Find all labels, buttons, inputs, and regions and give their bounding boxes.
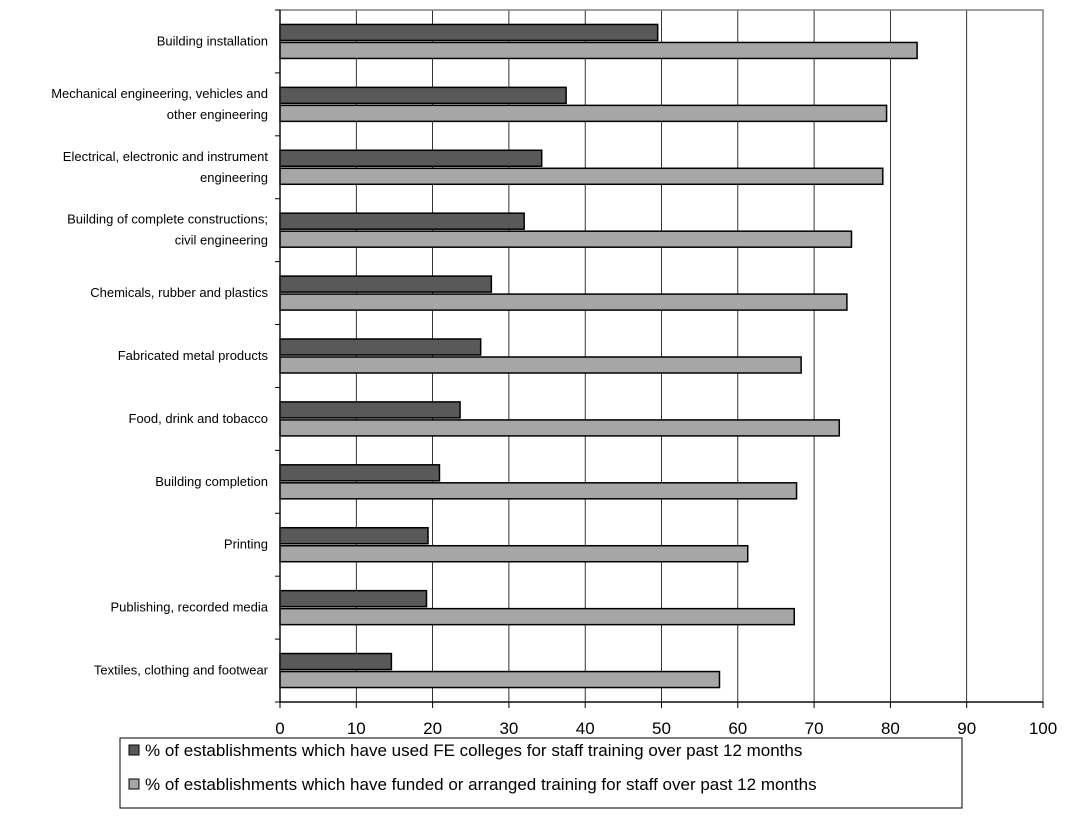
category-label: Fabricated metal products (118, 348, 269, 363)
bar-series-2 (279, 607, 796, 626)
x-tick-label: 90 (957, 719, 976, 738)
category-label: Chemicals, rubber and plastics (90, 285, 268, 300)
bar-series-2 (279, 104, 888, 123)
bars (279, 23, 918, 689)
x-tick-label: 20 (423, 719, 442, 738)
bar-series-1 (279, 149, 543, 168)
category-label: Food, drink and tobacco (129, 411, 268, 426)
bar-series-2 (279, 419, 841, 437)
axes (275, 9, 1044, 708)
bar-series-2 (279, 356, 802, 374)
legend-label-series-1: % of establishments which have used FE c… (145, 741, 802, 760)
bar-series-2 (279, 167, 884, 186)
bar-series-1 (279, 526, 429, 545)
legend-box (119, 737, 963, 809)
category-label: Mechanical engineering, vehicles and othe… (51, 86, 268, 122)
bar-series-2 (279, 544, 749, 563)
category-labels: Building installation Mechanical engineer… (51, 33, 269, 677)
category-label: Building completion (155, 474, 268, 489)
x-tick-label: 100 (1029, 719, 1057, 738)
bar-series-1 (279, 275, 493, 293)
bar-series-2 (279, 230, 853, 248)
category-label: Printing (224, 537, 268, 552)
legend-swatch-series-2 (128, 778, 140, 790)
bar-series-1 (279, 401, 461, 419)
x-tick-label: 30 (499, 719, 518, 738)
x-tick-label: 80 (881, 719, 900, 738)
legend: % of establishments which have used FE c… (119, 737, 963, 809)
bar-series-1 (279, 652, 393, 671)
x-tick-label: 50 (652, 719, 671, 738)
legend-swatch-series-1 (128, 744, 140, 756)
bar-series-1 (279, 86, 567, 105)
legend-label-series-2: % of establishments which have funded or… (145, 775, 817, 794)
x-tick-label: 10 (347, 719, 366, 738)
x-tick-labels: 0 10 20 30 40 50 60 70 80 90 100 (275, 719, 1057, 738)
bar-series-1 (279, 23, 659, 42)
category-label: Textiles, clothing and footwear (94, 663, 269, 678)
x-tick-label: 0 (275, 719, 284, 738)
bar-series-2 (279, 670, 721, 689)
bar-series-2 (279, 293, 848, 311)
bar-series-2 (279, 41, 918, 60)
category-label: Building installation (157, 33, 268, 48)
x-tick-label: 60 (728, 719, 747, 738)
bar-series-1 (279, 338, 482, 356)
x-tick-label: 70 (805, 719, 824, 738)
x-tick-label: 40 (576, 719, 595, 738)
bar-series-1 (279, 212, 525, 230)
bar-series-2 (279, 482, 798, 500)
category-label: Electrical, electronic and instrument eng… (63, 149, 269, 185)
category-label: Building of complete constructions; civil… (67, 212, 268, 248)
category-label: Publishing, recorded media (110, 600, 268, 615)
bar-series-1 (279, 589, 428, 608)
bar-series-1 (279, 464, 441, 482)
